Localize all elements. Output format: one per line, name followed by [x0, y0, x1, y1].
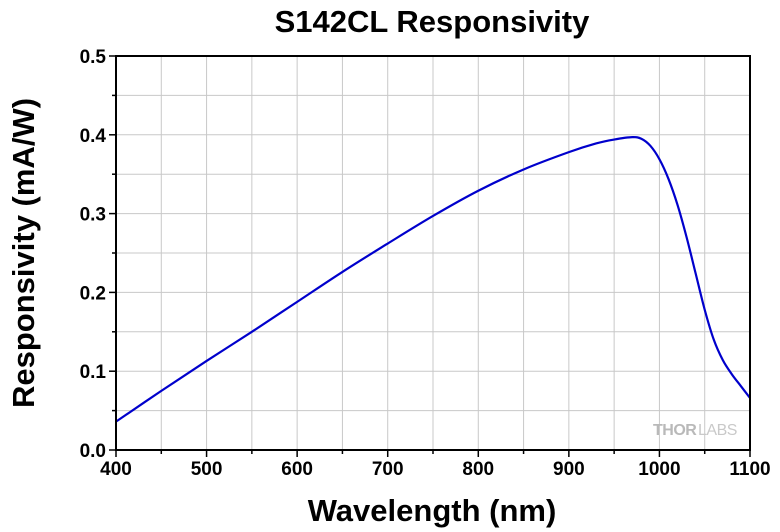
thorlabs-logo: THOR LABS — [653, 422, 737, 439]
series-layer — [115, 136, 751, 423]
x-tick-label: 400 — [100, 459, 132, 480]
y-tick-label: 0.3 — [80, 205, 106, 226]
x-axis-label: Wavelength (nm) — [308, 493, 557, 528]
y-tick-label: 0.1 — [80, 362, 107, 383]
y-axis-label: Responsivity (mA/W) — [6, 98, 41, 408]
plot-frame — [115, 55, 751, 451]
y-tick-label: 0.5 — [80, 47, 107, 68]
x-tick-label: 900 — [553, 459, 585, 480]
chart-title: S142CL Responsivity — [275, 4, 590, 39]
x-tick-label: 800 — [462, 459, 494, 480]
x-tick-label: 700 — [372, 459, 404, 480]
x-tick-label: 1000 — [638, 459, 680, 480]
svg-text:THOR: THOR — [653, 422, 697, 439]
svg-text:LABS: LABS — [698, 422, 737, 439]
x-tick-label: 500 — [191, 459, 223, 480]
y-tick-label: 0.0 — [80, 441, 106, 462]
responsivity-series-line — [115, 136, 751, 423]
axis-ticks: 400 500 600 700 800 900 1000 1100 0.0 0.1 0.2 0.3 0.… — [80, 47, 771, 480]
x-tick-label: 1100 — [729, 459, 770, 480]
y-tick-label: 0.2 — [80, 283, 106, 304]
grid-lines — [116, 56, 750, 450]
y-tick-label: 0.4 — [80, 126, 107, 147]
x-tick-label: 600 — [281, 459, 313, 480]
